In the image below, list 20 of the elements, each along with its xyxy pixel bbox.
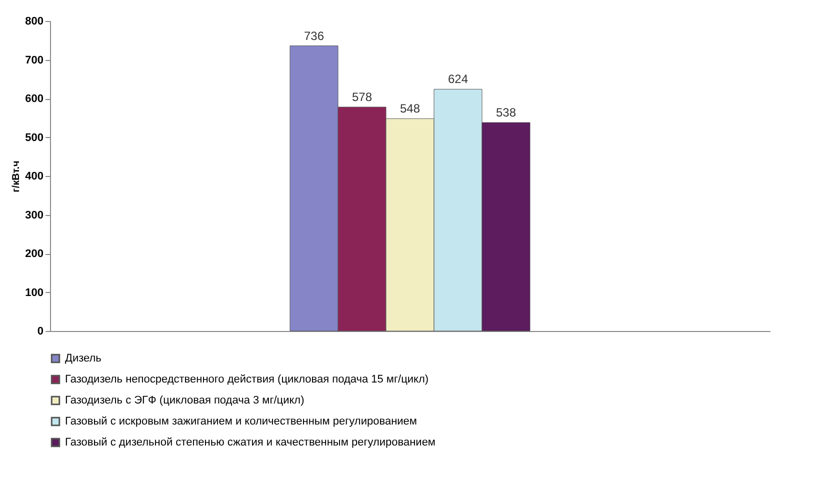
y-tick-label: 500 [25,132,44,144]
data-label: 578 [352,90,372,104]
legend-label: Газодизель непосредственного действия (цикловая подача 15 мг/цикл) [65,374,429,386]
y-tick-label: 700 [25,54,44,66]
data-label: 736 [304,28,324,43]
legend-label: Газовый с искровым зажиганием и количественным регулированием [65,416,417,428]
y-tick-label: 200 [25,248,44,260]
y-tick-label: 300 [25,209,44,222]
data-label: 538 [496,106,516,120]
y-tick-label: 800 [25,16,44,28]
y-axis-title: г/кВт.ч [11,160,22,192]
legend-label: Газовый с дизельной степенью сжатия и качественным регулированием [65,436,436,448]
data-label: 624 [448,72,468,86]
y-tick-label: 0 [37,326,44,338]
y-tick-label: 400 [25,170,44,182]
y-tick-label: 100 [25,286,44,299]
legend-label: Газодизель с ЭГФ (цикловая подача 3 мг/цикл) [65,394,304,406]
legend-label: Дизель [65,352,102,364]
y-tick-label: 600 [25,93,44,105]
data-label: 548 [400,102,420,116]
